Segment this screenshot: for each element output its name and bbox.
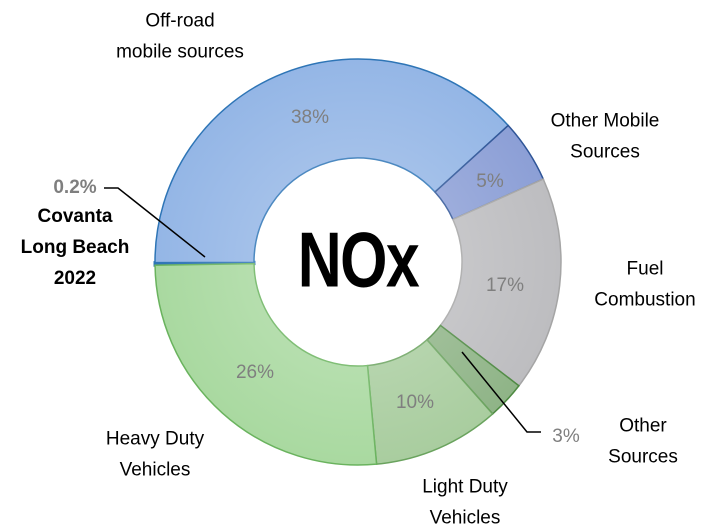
value-label: 26%	[236, 362, 274, 383]
value-label: 17%	[486, 275, 524, 296]
value-label: 5%	[476, 171, 504, 192]
center-label: NOx	[298, 216, 420, 303]
category-label: Heavy Duty Vehicles	[106, 429, 205, 481]
category-label: Other Mobile Sources	[551, 111, 660, 163]
leader-line	[104, 187, 206, 258]
category-label: Off-road mobile sources	[116, 11, 244, 63]
value-label: 0.2%	[53, 177, 96, 198]
category-label: Fuel Combustion	[594, 259, 695, 311]
category-label: Covanta Long Beach 2022	[21, 206, 130, 289]
category-label: Other Sources	[608, 416, 678, 468]
value-label: 3%	[552, 426, 580, 447]
value-label: 38%	[291, 107, 329, 128]
leader-line	[461, 351, 541, 433]
category-label: Light Duty Vehicles	[422, 477, 508, 529]
value-label: 10%	[396, 392, 434, 413]
